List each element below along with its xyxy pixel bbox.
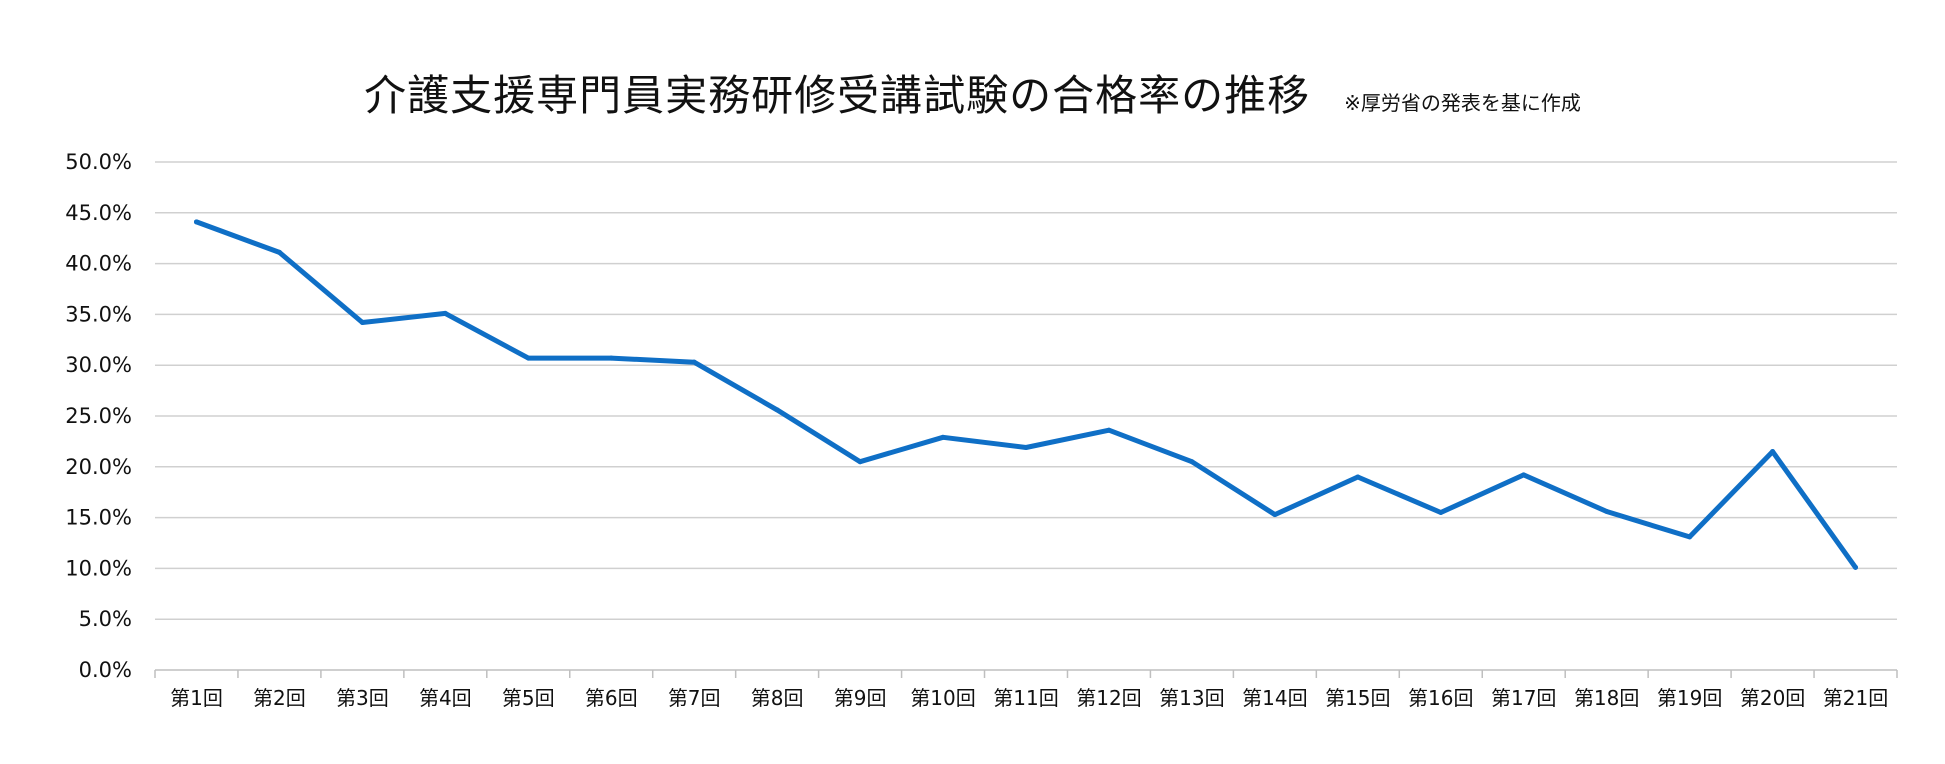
x-tick-label: 第15回 [1325,686,1390,710]
x-axis-tick-labels: 第1回 第2回 第3回 第4回 第5回 第6回 第7回 第8回 第9回 第10回 第11回 第12回第… [170,686,1888,710]
x-tick-label: 第8回 [751,686,804,710]
x-tick-label: 第6回 [585,686,638,710]
chart-title: 介護支援専門員実務研修受講試験の合格率の推移 [364,71,1311,120]
x-tick-label: 第11回 [993,686,1058,710]
x-tick-label: 第13回 [1159,686,1224,710]
x-tick-label: 第16回 [1408,686,1473,710]
data-point [525,355,531,361]
x-axis [154,669,1898,678]
data-point [1023,444,1029,450]
x-tick-label: 第21回 [1823,686,1888,710]
x-tick-label: 第12回 [1076,686,1141,710]
y-tick-label: 10.0% [65,556,132,580]
data-point [1521,472,1527,478]
y-tick-label: 0.0% [79,658,132,682]
y-tick-label: 20.0% [65,455,132,479]
data-point [359,320,365,326]
x-tick-label: 第14回 [1242,686,1307,710]
data-point [1272,512,1278,518]
data-point [608,355,614,361]
y-tick-label: 30.0% [65,353,132,377]
y-tick-label: 25.0% [65,404,132,428]
y-tick-label: 35.0% [65,302,132,326]
x-tick-label: 第9回 [834,686,887,710]
x-tick-label: 第17回 [1491,686,1556,710]
x-tick-label: 第20回 [1740,686,1805,710]
chart-subtitle: ※厚労省の発表を基に作成 [1344,91,1581,115]
data-point [442,310,448,316]
y-tick-label: 5.0% [79,607,132,631]
x-tick-label: 第5回 [502,686,555,710]
data-point [1189,459,1195,465]
y-tick-label: 50.0% [65,150,132,174]
x-tick-label: 第10回 [910,686,975,710]
x-tick-label: 第19回 [1657,686,1722,710]
x-tick-label: 第2回 [253,686,306,710]
data-point [1438,510,1444,516]
y-tick-label: 45.0% [65,201,132,225]
data-point [774,407,780,413]
x-tick-label: 第18回 [1574,686,1639,710]
title-row: 介護支援専門員実務研修受講試験の合格率の推移 ※厚労省の発表を基に作成 [0,62,1945,123]
data-point [940,434,946,440]
data-point [1355,474,1361,480]
data-point [691,359,697,365]
data-point [1604,509,1610,515]
y-axis-tick-labels: 0.0% 5.0% 10.0% 15.0% 20.0% 25.0% 30.0% 35.0% 40… [65,150,132,682]
series-layer [193,219,1859,570]
data-point [1770,449,1776,455]
data-point [193,219,199,225]
data-point [1106,427,1112,433]
data-point [1687,534,1693,540]
y-tick-label: 15.0% [65,506,132,530]
x-tick-label: 第1回 [170,686,223,710]
x-tick-label: 第3回 [336,686,389,710]
series-line [194,219,1858,570]
y-tick-label: 40.0% [65,252,132,276]
data-point [1853,564,1859,570]
gridlines [155,161,1897,620]
x-tick-label: 第7回 [668,686,721,710]
data-point [857,459,863,465]
data-point [276,249,282,255]
x-tick-label: 第4回 [419,686,472,710]
